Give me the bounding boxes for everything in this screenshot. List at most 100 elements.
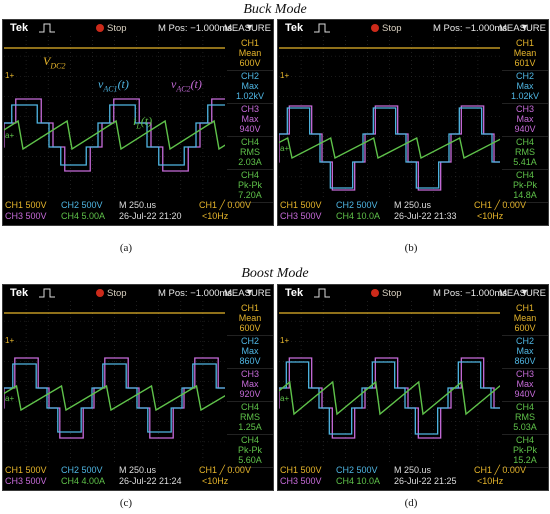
scope-topbar: Tek Stop M Pos: −1.000ms ▼ MEASURE [3,20,273,36]
trigger-pulse-icon [39,288,55,298]
il-label: iL(t) [133,114,153,131]
ch2-trace [279,361,500,435]
measurement-ch3-max: CH3 Max 920V [227,369,273,402]
timebase: M 250.us [119,465,157,475]
ch4-marker: a+ [280,394,289,403]
trigger-position-icon: ▼ [245,287,254,297]
measurement-ch: CH1 [515,38,534,48]
run-state: Stop [382,23,402,34]
trigger-position-icon: ▼ [520,287,529,297]
measurement-value: 600V [239,323,261,333]
trigger-pulse-icon [314,23,330,33]
waveform-display: 1+ a+ [279,36,500,197]
timestamp: 26-Jul-22 21:33 [394,211,457,221]
vdc2-label: VDC2 [43,54,66,71]
measurement-type: Max [516,346,534,356]
measurement-ch2-max: CH2 Max 1.02kV [227,71,273,104]
ch3-trace [4,357,225,439]
measurement-ch1-mean: CH1 Mean 601V [502,38,548,71]
scope-screenshot-a: Tek Stop M Pos: −1.000ms ▼ MEASURE 1+ a+ … [2,19,274,226]
horizontal-position: M Pos: −1.000ms [158,23,233,34]
ch2-scale: CH2 500V [61,200,103,210]
measurement-value: 15.2A [513,455,537,465]
measurement-ch: CH4 [240,402,259,412]
measurement-ch1-mean: CH1 Mean 600V [502,303,548,336]
stop-indicator-icon [371,289,379,297]
trigger-frequency: <10Hz [202,211,229,221]
measurement-value: 940V [239,124,261,134]
measurement-value: 5.03A [513,422,537,432]
trigger-pulse-icon [314,288,330,298]
measurement-ch3-max: CH3 Max 940V [502,104,548,137]
measurement-ch: CH4 [515,137,534,147]
run-state: Stop [107,288,127,299]
ch3-scale: CH3 500V [5,211,47,221]
ch1-marker: 1+ [280,336,289,345]
measurement-value: 860V [514,356,536,366]
ch4-scale: CH4 10.0A [336,476,381,486]
measurement-ch3-max: CH3 Max 940V [227,104,273,137]
measurement-value: 1.02kV [235,91,265,101]
brand-logo: Tek [10,22,29,34]
measurement-panel: CH1 Mean 601V CH2 Max 1.02kV CH3 Max 940V CH4 RMS 5… [502,38,548,203]
measurement-value: 860V [239,356,261,366]
measurement-type: Mean [238,48,262,58]
brand-logo: Tek [285,22,304,34]
waveform-display: 1+ a+ [279,301,500,462]
measurement-ch: CH4 [240,137,259,147]
measurement-ch: CH3 [240,369,259,379]
ch3-trace [279,357,500,439]
measurement-ch4-rms: CH4 RMS 1.25A [227,402,273,435]
measurement-type: Max [241,114,259,124]
measure-header: MEASURE [499,288,546,299]
trigger-frequency: <10Hz [202,476,229,486]
buck-mode-title: Buck Mode [243,2,307,17]
timestamp: 26-Jul-22 21:24 [119,476,182,486]
measurement-type: RMS [515,412,535,422]
measurement-type: Max [241,346,259,356]
measurement-panel: CH1 Mean 600V CH2 Max 1.02kV CH3 Max 940V CH4 RMS 2… [227,38,273,203]
measurement-ch2-max: CH2 Max 860V [502,336,548,369]
ch1-scale: CH1 500V [280,465,322,475]
brand-logo: Tek [10,287,29,299]
ch3-scale: CH3 500V [5,476,47,486]
measurement-ch1-mean: CH1 Mean 600V [227,38,273,71]
measurement-ch: CH4 [240,170,259,180]
measurement-value: 7.20A [238,190,262,200]
measurement-value: 600V [514,323,536,333]
measurement-type: Pk-Pk [237,445,262,455]
measurement-ch: CH1 [240,303,259,313]
stop-indicator-icon [371,24,379,32]
timebase: M 250.us [119,200,157,210]
vac2-label: vAC2(t) [171,77,202,94]
measurement-ch2-max: CH2 Max 860V [227,336,273,369]
measurement-ch: CH4 [515,435,534,445]
ch4-marker: a+ [5,131,14,140]
ch4-trace [4,119,225,151]
measure-header: MEASURE [224,288,271,299]
measurement-type: Max [516,81,534,91]
trigger-position-icon: ▼ [520,22,529,32]
caption-a: (a) [119,242,133,254]
scope-status-bar: CH1 500V CH2 500V M 250.us CH1 ╱ 0.00V C… [280,200,546,226]
trigger-setting: CH1 ╱ 0.00V [474,200,526,210]
waveform-display: 1+ a+ [4,36,225,197]
ch2-trace [279,107,500,189]
measurement-ch4-pkpk: CH4 Pk-Pk 14.8A [502,170,548,203]
measurement-type: Mean [513,313,537,323]
scope-topbar: Tek Stop M Pos: −1.000ms ▼ MEASURE [278,285,548,301]
measurement-value: 601V [514,58,536,68]
measurement-type: Mean [513,48,537,58]
ch1-marker: 1+ [5,71,14,80]
measurement-ch: CH1 [515,303,534,313]
horizontal-position: M Pos: −1.000ms [158,288,233,299]
ch4-trace [4,384,225,412]
ch4-scale: CH4 5.00A [61,211,106,221]
timestamp: 26-Jul-22 21:25 [394,476,457,486]
measurement-ch: CH4 [515,402,534,412]
measurement-type: Max [241,379,259,389]
measurement-ch: CH4 [240,435,259,445]
trigger-setting: CH1 ╱ 0.00V [474,465,526,475]
ch3-scale: CH3 500V [280,211,322,221]
measurement-ch: CH1 [240,38,259,48]
